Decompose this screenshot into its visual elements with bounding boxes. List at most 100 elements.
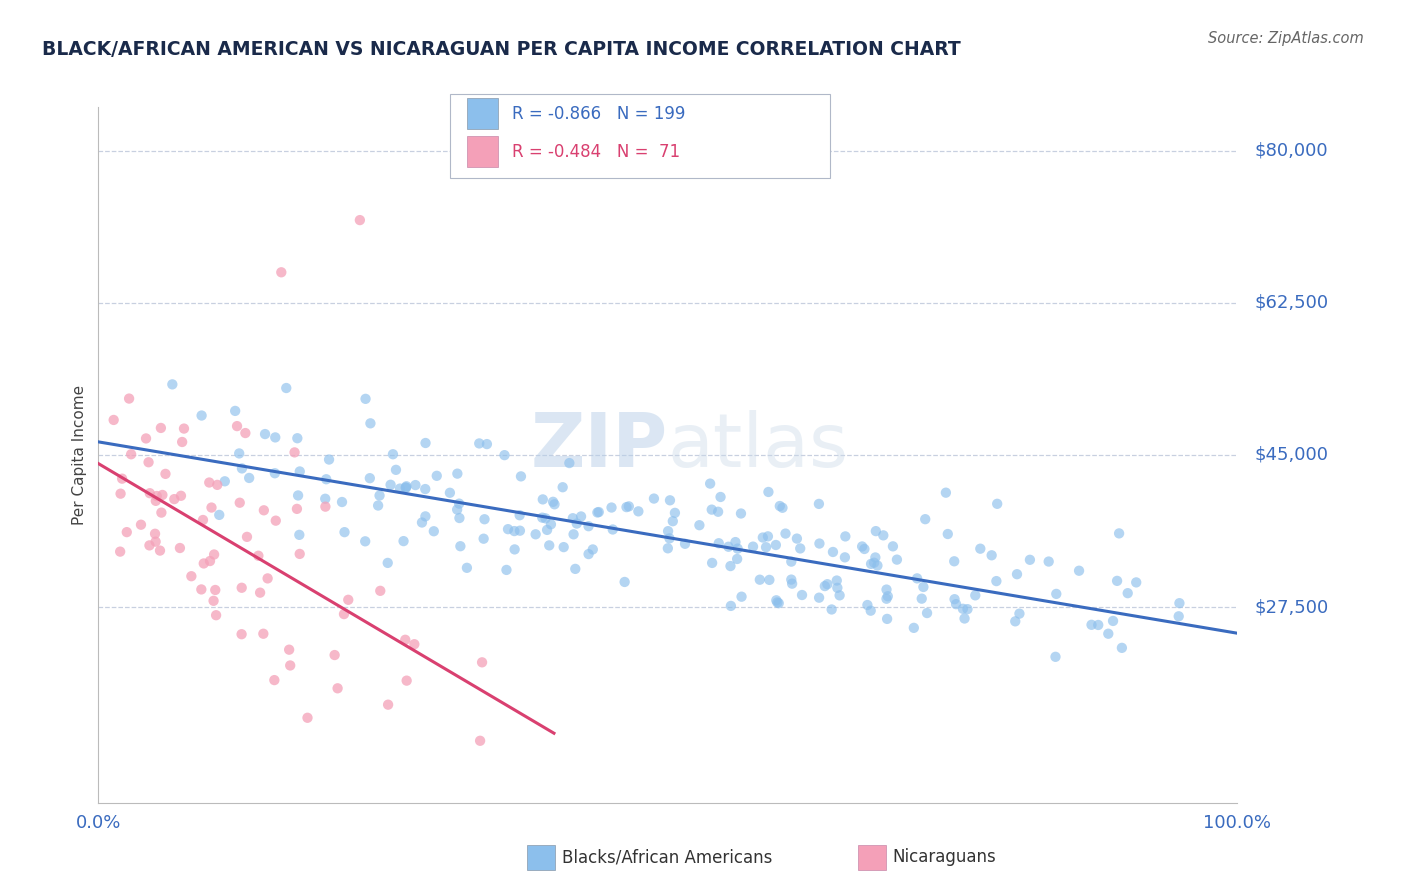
Point <box>380 477 402 491</box>
Point <box>866 558 889 573</box>
Point <box>368 489 391 503</box>
Point <box>413 482 436 496</box>
Point <box>173 421 195 435</box>
Point <box>617 500 640 514</box>
Point <box>673 537 696 551</box>
Point <box>834 529 856 543</box>
Point <box>503 542 526 557</box>
Text: Nicaraguans: Nicaraguans <box>893 848 997 866</box>
Point <box>863 556 886 570</box>
Point <box>231 581 253 595</box>
Point <box>853 541 876 556</box>
Point <box>202 548 225 562</box>
Point <box>1004 615 1026 629</box>
Point <box>582 542 605 557</box>
Point <box>766 595 789 609</box>
Point <box>730 507 752 521</box>
Point <box>720 599 742 613</box>
Point <box>288 465 311 479</box>
Text: BLACK/AFRICAN AMERICAN VS NICARAGUAN PER CAPITA INCOME CORRELATION CHART: BLACK/AFRICAN AMERICAN VS NICARAGUAN PER… <box>42 40 960 59</box>
Text: R = -0.484   N =  71: R = -0.484 N = 71 <box>512 143 681 161</box>
Point <box>254 427 277 442</box>
Point <box>297 711 319 725</box>
Point <box>765 538 787 552</box>
Point <box>664 506 686 520</box>
Point <box>541 495 564 509</box>
Point <box>876 591 898 606</box>
Point <box>270 265 292 279</box>
Point <box>872 528 894 542</box>
Point <box>284 445 307 459</box>
Point <box>496 522 519 536</box>
Point <box>204 582 226 597</box>
Point <box>264 514 287 528</box>
Point <box>202 594 225 608</box>
Point <box>415 509 437 524</box>
Point <box>288 528 311 542</box>
Point <box>659 493 682 508</box>
Point <box>1097 626 1119 640</box>
Point <box>856 598 879 612</box>
Point <box>814 579 837 593</box>
Point <box>354 392 377 406</box>
Point <box>956 602 979 616</box>
Point <box>333 607 356 621</box>
Point <box>717 540 740 554</box>
Point <box>278 642 301 657</box>
Point <box>748 573 770 587</box>
Point <box>415 436 437 450</box>
Point <box>145 493 167 508</box>
Point <box>613 574 636 589</box>
Point <box>808 536 831 550</box>
Point <box>1102 614 1125 628</box>
Point <box>865 524 887 538</box>
Point <box>758 485 780 500</box>
Point <box>326 681 349 696</box>
Point <box>190 582 212 597</box>
Point <box>658 532 681 546</box>
Point <box>524 527 547 541</box>
Point <box>276 381 298 395</box>
Point <box>834 550 856 565</box>
Point <box>395 481 418 495</box>
Point <box>263 673 285 687</box>
Y-axis label: Per Capita Income: Per Capita Income <box>72 384 87 525</box>
Point <box>882 539 904 553</box>
Point <box>330 495 353 509</box>
Point <box>193 557 215 571</box>
Point <box>318 452 340 467</box>
Point <box>423 524 446 539</box>
Point <box>468 733 491 747</box>
Point <box>103 413 125 427</box>
Point <box>935 485 957 500</box>
Point <box>588 505 610 519</box>
Point <box>1038 555 1060 569</box>
Point <box>742 540 765 554</box>
Point <box>449 511 471 525</box>
Point <box>468 436 491 450</box>
Point <box>551 480 574 494</box>
Point <box>149 543 172 558</box>
Point <box>285 431 308 445</box>
Point <box>170 489 193 503</box>
Point <box>756 529 779 543</box>
Point <box>700 502 723 516</box>
Point <box>471 656 494 670</box>
Point <box>411 516 433 530</box>
Point <box>139 486 162 500</box>
Point <box>494 448 516 462</box>
Point <box>285 501 308 516</box>
Point <box>198 475 221 490</box>
Point <box>1019 553 1042 567</box>
Point <box>155 467 177 481</box>
Point <box>586 506 609 520</box>
Point <box>439 485 461 500</box>
Point <box>472 532 495 546</box>
Point <box>368 583 391 598</box>
Point <box>707 505 730 519</box>
Point <box>129 517 152 532</box>
Point <box>965 588 987 602</box>
Point <box>249 585 271 599</box>
Point <box>111 472 134 486</box>
Point <box>534 511 557 525</box>
